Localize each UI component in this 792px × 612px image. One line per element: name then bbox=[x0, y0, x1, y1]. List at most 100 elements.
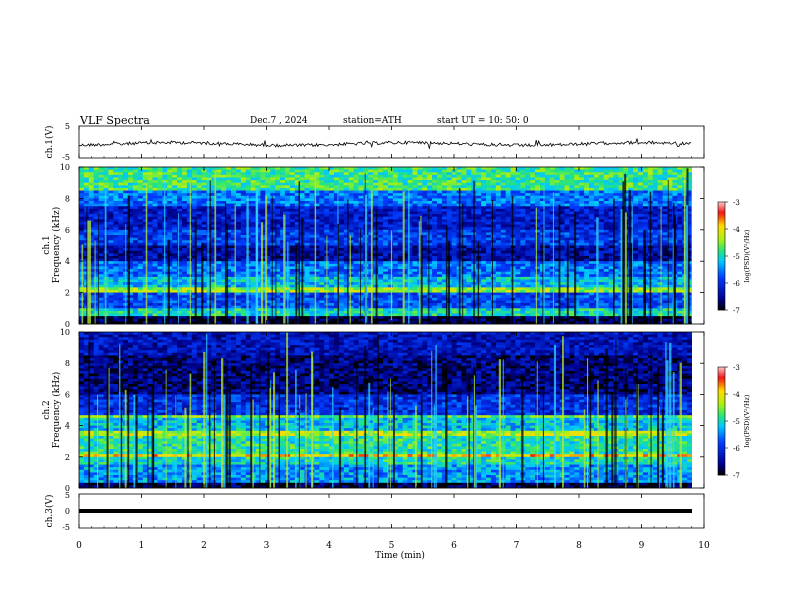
spectrogram-cell bbox=[574, 261, 580, 265]
spectrogram-cell bbox=[172, 255, 178, 259]
spectrogram-cell bbox=[226, 201, 232, 204]
spectrogram-cell bbox=[334, 203, 340, 207]
spectrogram-cell bbox=[490, 190, 497, 194]
spectrogram-cell bbox=[142, 182, 148, 186]
spectrogram-cell bbox=[422, 193, 428, 197]
spectrogram-cell bbox=[186, 232, 193, 236]
spectrogram-cell bbox=[476, 185, 482, 189]
spectrogram-cell bbox=[476, 174, 482, 178]
spectrogram-cell bbox=[397, 198, 403, 202]
spectrogram-cell bbox=[172, 193, 178, 197]
spectrogram-cell bbox=[525, 261, 531, 265]
spectrogram-cell bbox=[441, 206, 448, 210]
spectrogram-cell bbox=[147, 169, 153, 173]
spectrogram-cell bbox=[603, 258, 609, 262]
spectrogram-cell bbox=[613, 167, 619, 170]
spectrogram-cell bbox=[211, 250, 217, 254]
spectrogram-cell bbox=[284, 190, 291, 194]
spectrogram-cell bbox=[432, 193, 438, 197]
spectrogram-cell bbox=[289, 216, 296, 220]
spectrogram-cell bbox=[338, 261, 345, 265]
spectrogram-cell bbox=[662, 206, 668, 210]
spectrogram-cell bbox=[466, 167, 472, 170]
spectrogram-cell bbox=[662, 172, 668, 176]
spectrogram-cell bbox=[397, 187, 403, 191]
spectrogram-cell bbox=[226, 258, 232, 262]
spectrogram-cell bbox=[319, 195, 325, 199]
spectrogram-cell bbox=[358, 182, 364, 186]
spectrogram-cell bbox=[672, 190, 678, 194]
spectrogram-cell bbox=[598, 250, 605, 254]
spectrogram-cell bbox=[289, 185, 296, 189]
spectrogram-cell bbox=[446, 203, 452, 207]
spectrogram-cell bbox=[446, 219, 452, 223]
spectrogram-cell bbox=[113, 211, 119, 215]
spectrogram-cell bbox=[172, 214, 178, 218]
ch1-waveform-ylabel: ch.1(V) bbox=[44, 126, 55, 159]
spectrogram-cell bbox=[544, 180, 551, 183]
spectrogram-cell bbox=[407, 219, 413, 223]
spectrogram-cell bbox=[652, 237, 658, 241]
spectrogram-cell bbox=[113, 237, 119, 241]
spectrogram-cell bbox=[476, 190, 482, 194]
spectrogram-cell bbox=[520, 245, 526, 249]
spectrogram-cell bbox=[525, 203, 531, 207]
spectrogram-cell bbox=[270, 232, 276, 236]
spectrogram-cell bbox=[186, 208, 193, 212]
spectrogram-cell bbox=[221, 232, 227, 236]
spectrogram-cell bbox=[554, 216, 560, 220]
spectrogram-cell bbox=[657, 242, 663, 246]
spectrogram-cell bbox=[451, 245, 457, 249]
spectrogram-cell bbox=[157, 266, 163, 270]
spectrogram-cell bbox=[544, 245, 551, 249]
spectrogram-cell bbox=[255, 219, 261, 223]
spectrogram-cell bbox=[490, 185, 497, 189]
spectrogram-cell bbox=[294, 187, 300, 191]
spectrogram-cell bbox=[348, 248, 354, 252]
spectrogram-cell bbox=[334, 269, 340, 272]
spectrogram-cell bbox=[108, 261, 114, 265]
spectrogram-cell bbox=[530, 187, 536, 191]
spectrogram-cell bbox=[98, 232, 104, 236]
spectrogram-cell bbox=[486, 253, 492, 257]
spectrogram-cell bbox=[554, 190, 560, 194]
spectrogram-cell bbox=[226, 266, 232, 270]
spectrogram-cell bbox=[108, 263, 114, 267]
spectrogram-cell bbox=[211, 182, 217, 186]
spectrogram-cell bbox=[152, 208, 158, 212]
spectrogram-cell bbox=[446, 177, 452, 181]
spectrogram-cell bbox=[113, 253, 119, 257]
spectrogram-cell bbox=[216, 219, 222, 223]
spectrogram-cell bbox=[324, 180, 330, 183]
spectrogram-cell bbox=[319, 235, 325, 238]
spectrogram-cell bbox=[343, 229, 350, 233]
spectrogram-cell bbox=[191, 253, 197, 257]
spectrogram-cell bbox=[662, 263, 668, 267]
spectrogram-cell bbox=[544, 263, 551, 267]
spectrogram-cell bbox=[446, 167, 452, 170]
spectrogram-cell bbox=[123, 169, 129, 173]
spectrogram-cell bbox=[334, 216, 340, 220]
spectrogram-cell bbox=[397, 219, 403, 223]
spectrogram-cell bbox=[265, 195, 271, 199]
spectrogram-cell bbox=[329, 232, 335, 236]
spectrogram-cell bbox=[672, 185, 678, 189]
spectrogram-cell bbox=[98, 240, 104, 244]
spectrogram-cell bbox=[539, 169, 546, 173]
spectrogram-cell bbox=[79, 221, 85, 225]
spectrogram-cell bbox=[574, 237, 580, 241]
spectrogram-cell bbox=[334, 177, 340, 181]
spectrogram-cell bbox=[549, 258, 555, 262]
spectrogram-cell bbox=[530, 195, 536, 199]
spectrogram-cell bbox=[338, 266, 345, 270]
spectrogram-cell bbox=[211, 198, 217, 202]
spectrogram-cell bbox=[137, 219, 144, 223]
spectrogram-cell bbox=[353, 195, 359, 199]
spectrogram-cell bbox=[584, 261, 590, 265]
spectrogram-cell bbox=[515, 185, 521, 189]
spectrogram-cell bbox=[530, 253, 536, 257]
spectrogram-cell bbox=[186, 203, 193, 207]
spectrogram-cell bbox=[240, 250, 247, 254]
spectrogram-cell bbox=[476, 221, 482, 225]
spectrogram-cell bbox=[343, 263, 350, 267]
